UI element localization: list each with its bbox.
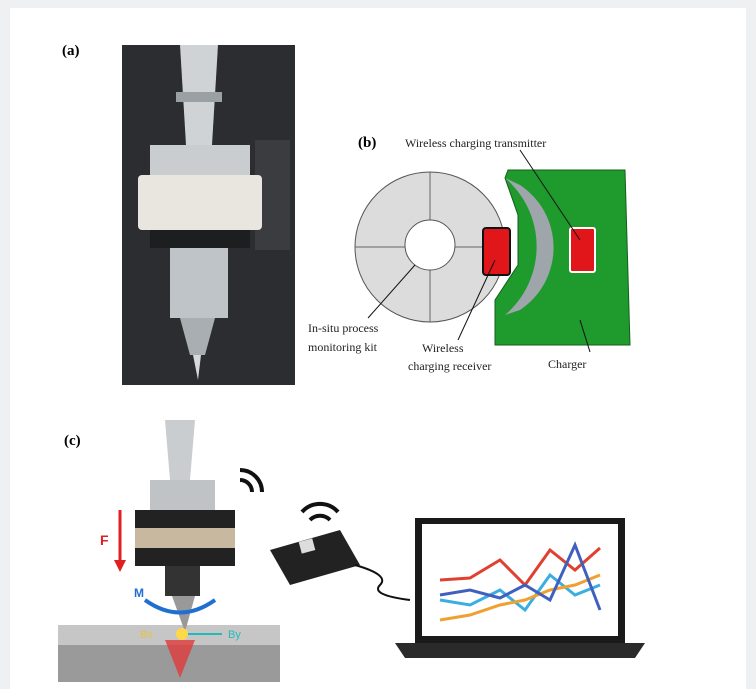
panel-label: (a) [62, 43, 80, 59]
annotation: Wireless [422, 341, 464, 355]
annotation: In-situ process [308, 321, 379, 335]
annotation: charging receiver [408, 359, 491, 373]
figure: (a) (b) Wireless charging transmitter In… [0, 0, 756, 689]
panel-label: (b) [358, 135, 376, 151]
workpiece [58, 625, 280, 682]
photo-a [122, 45, 295, 385]
annotation: Charger [548, 357, 586, 371]
annotation: Wireless charging transmitter [405, 136, 546, 150]
annotation: monitoring kit [308, 340, 378, 354]
moment-label: M [134, 586, 144, 600]
force-label: F [100, 532, 109, 548]
laptop [395, 518, 645, 658]
bx-label: Bx [140, 629, 153, 641]
panel-label: (c) [64, 433, 81, 449]
by-label: By [228, 629, 241, 641]
